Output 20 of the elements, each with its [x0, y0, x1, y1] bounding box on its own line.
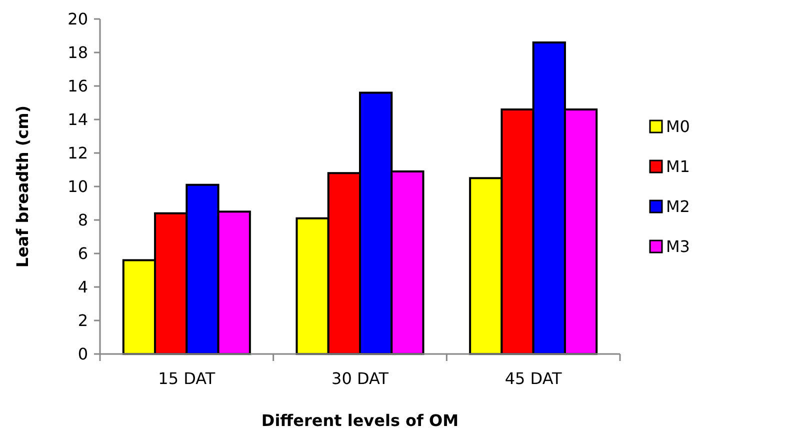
y-tick-label: 12: [68, 144, 88, 163]
legend-label: M1: [666, 157, 690, 176]
x-axis-title: Different levels of OM: [261, 411, 459, 430]
legend-label: M3: [666, 237, 690, 256]
y-tick-label: 6: [78, 244, 88, 264]
y-axis-title: Leaf breadth (cm): [13, 105, 32, 268]
y-tick-label: 20: [68, 10, 88, 29]
legend-label: M0: [666, 117, 690, 136]
y-tick-label: 2: [78, 311, 88, 330]
x-tick-label: 15 DAT: [158, 369, 216, 388]
y-tick-label: 8: [78, 210, 88, 230]
x-tick-label: 30 DAT: [332, 369, 389, 388]
y-tick-label: 10: [68, 177, 88, 196]
y-tick-label: 18: [68, 43, 88, 62]
y-tick-label: 16: [68, 76, 88, 96]
legend-label: M2: [666, 197, 690, 216]
y-tick-label: 0: [78, 344, 88, 364]
y-tick-label: 4: [78, 278, 88, 297]
x-tick-label: 45 DAT: [504, 369, 562, 388]
y-tick-label: 14: [68, 110, 88, 130]
